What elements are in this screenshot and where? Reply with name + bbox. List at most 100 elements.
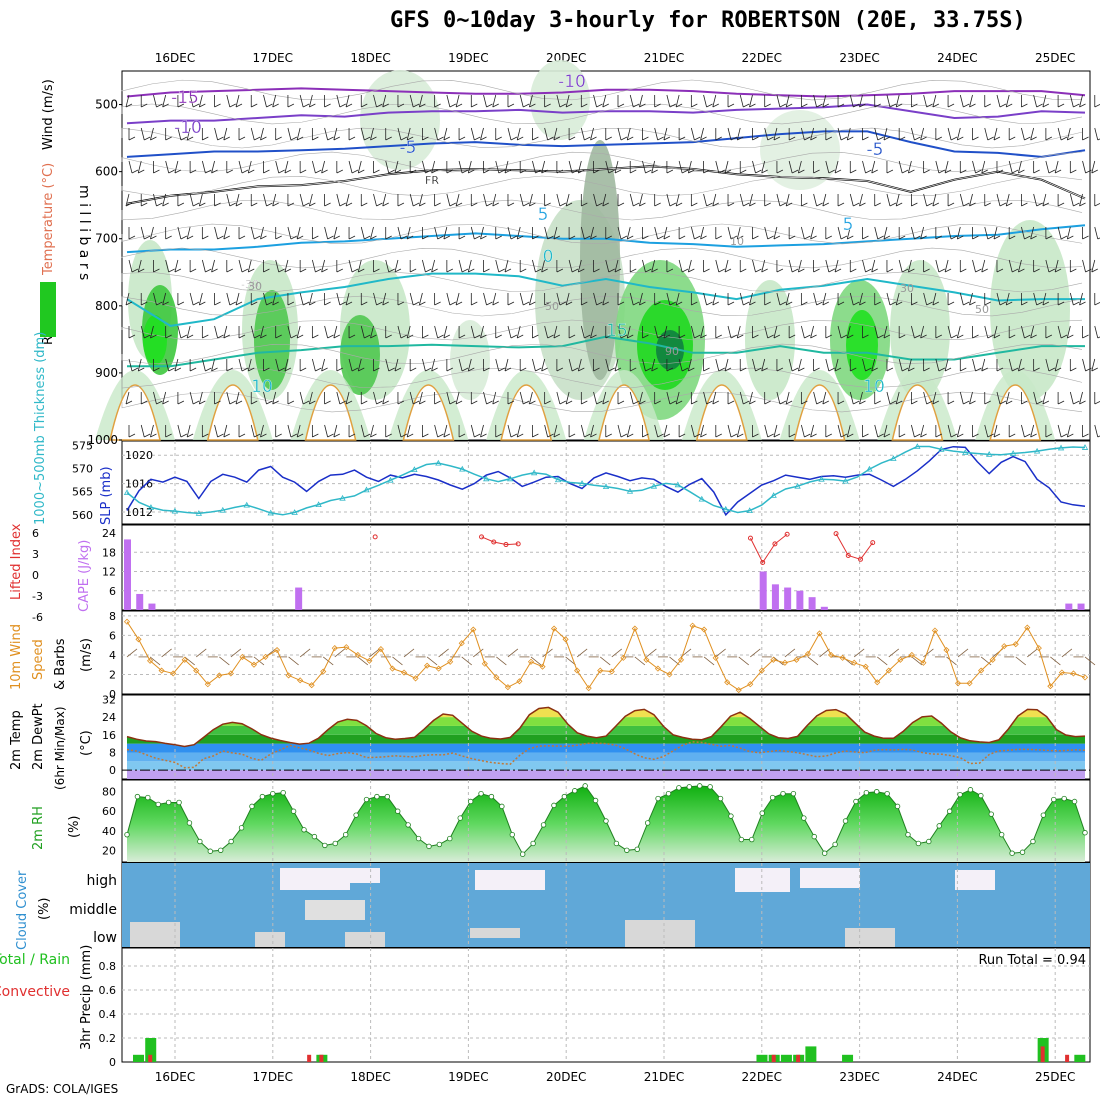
precip-total-bar <box>780 1054 792 1062</box>
cape-tick-label: 12 <box>102 566 116 579</box>
cape-tick-label: 24 <box>102 527 116 540</box>
upper-wind-barb <box>1021 226 1025 240</box>
upper-wind-barb <box>370 235 377 240</box>
upper-wind-barb <box>972 136 979 141</box>
upper-wind-barb <box>504 169 512 174</box>
upper-wind-barb <box>703 193 707 207</box>
upper-wind-barb <box>923 268 930 273</box>
upper-wind-barb <box>373 94 377 108</box>
upper-wind-barb <box>431 169 438 174</box>
upper-wind-barb <box>199 301 206 306</box>
upper-wind-barb <box>544 301 551 306</box>
upper-wind-barb <box>299 292 304 306</box>
thickness-marker <box>459 465 466 472</box>
upper-wind-barb <box>798 367 805 372</box>
upper-wind-barb <box>492 202 499 207</box>
upper-wind-barb <box>532 433 539 438</box>
upper-wind-barb <box>192 103 200 108</box>
temperature-legend-label: Temperature (°C) <box>41 163 56 276</box>
upper-wind-barb <box>1094 400 1100 405</box>
upper-wind-barb <box>547 334 554 339</box>
upper-wind-barb <box>932 391 937 405</box>
upper-wind-barb <box>972 358 976 372</box>
upper-wind-barb <box>862 136 869 141</box>
rh-shading <box>254 290 290 390</box>
upper-wind-barb <box>425 367 432 372</box>
upper-wind-barb <box>688 169 695 174</box>
upper-wind-barb <box>785 202 793 207</box>
upper-wind-barb <box>776 367 784 372</box>
cape-bar <box>820 606 828 610</box>
upper-wind-barb <box>675 94 680 108</box>
thickness-marker <box>554 476 562 483</box>
upper-wind-barb <box>1006 301 1013 306</box>
upper-wind-barb <box>336 391 341 405</box>
wind-speed-marker <box>447 658 454 665</box>
upper-wind-barb <box>663 235 671 240</box>
upper-wind-barb <box>156 301 163 306</box>
upper-wind-barb <box>299 169 307 174</box>
upper-wind-barb <box>174 367 182 372</box>
upper-wind-barb <box>223 433 230 438</box>
thickness-marker <box>914 443 921 449</box>
upper-wind-barb <box>455 103 463 108</box>
thickness-marker <box>171 507 179 514</box>
upper-wind-barb <box>590 424 594 438</box>
upper-wind-barb <box>312 136 319 141</box>
upper-wind-barb <box>315 268 322 273</box>
upper-wind-barb <box>287 424 292 438</box>
upper-wind-barb <box>703 367 710 372</box>
upper-wind-barb <box>327 136 334 141</box>
upper-wind-barb <box>351 367 359 372</box>
rh-marker <box>509 831 515 838</box>
upper-wind-barb <box>1054 367 1062 372</box>
upper-wind-barb <box>712 94 717 108</box>
upper-wind-barb <box>165 433 172 438</box>
upper-wind-barb <box>486 301 493 306</box>
rh-marker <box>811 833 817 840</box>
thickness-marker <box>866 465 873 472</box>
rh-marker <box>249 803 255 810</box>
wind-speed-marker <box>470 626 477 633</box>
upper-wind-barb <box>816 103 823 108</box>
upper-wind-barb <box>266 400 273 405</box>
upper-wind-barb <box>419 292 423 306</box>
upper-wind-barb <box>898 259 903 273</box>
upper-wind-barb <box>400 235 408 240</box>
cape-bar <box>759 571 767 610</box>
surface-wind-barb <box>161 648 172 658</box>
wind-speed-marker <box>297 677 304 684</box>
upper-wind-barb <box>302 202 310 207</box>
upper-wind-barb <box>327 235 334 240</box>
upper-wind-barb <box>186 127 191 141</box>
isotherm-warm <box>109 384 161 441</box>
bottom-date-label: 23DEC <box>839 1070 879 1084</box>
upper-wind-barb <box>510 136 518 141</box>
wind-speed-marker <box>389 665 396 672</box>
thickness-marker <box>315 501 322 508</box>
upper-wind-barb <box>1054 160 1059 174</box>
upper-wind-barb <box>299 391 304 405</box>
rh-area <box>127 785 1085 862</box>
rh-axis-label: 2m RH <box>31 806 46 850</box>
surface-wind-barb <box>646 648 657 658</box>
upper-wind-barb <box>162 400 169 405</box>
rh-marker <box>426 843 432 850</box>
upper-wind-barb <box>727 424 732 438</box>
upper-wind-barb <box>547 136 554 141</box>
wind-axis-label: 10m Wind <box>9 624 24 690</box>
upper-wind-barb <box>580 127 585 141</box>
wind-speed-marker <box>978 667 985 674</box>
rh-contour-label: 50 <box>545 300 559 313</box>
upper-wind-barb <box>1060 235 1068 240</box>
upper-wind-barb <box>361 202 368 207</box>
rh-marker <box>582 783 588 789</box>
upper-wind-barb <box>752 259 756 273</box>
thickness-marker <box>339 494 346 501</box>
temp-tick-label: 24 <box>102 711 116 724</box>
upper-wind-barb <box>788 433 796 438</box>
upper-wind-barb <box>287 400 295 405</box>
upper-wind-barb <box>743 301 750 306</box>
upper-wind-barb <box>957 433 964 438</box>
upper-wind-barb <box>235 400 243 405</box>
